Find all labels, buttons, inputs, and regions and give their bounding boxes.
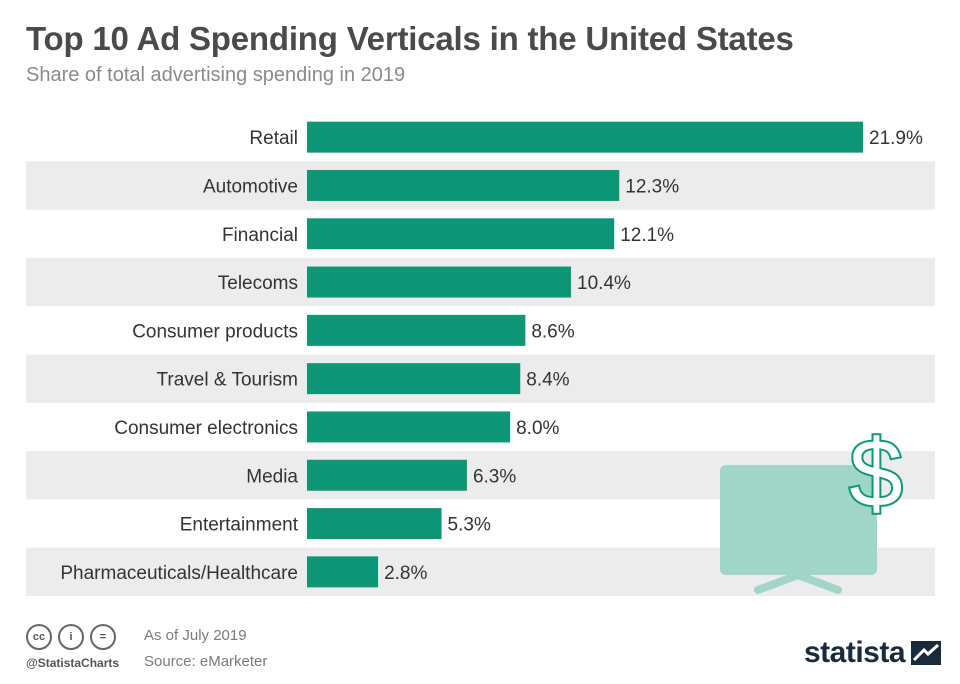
- value-label: 8.0%: [516, 418, 559, 439]
- category-label: Travel & Tourism: [157, 370, 298, 391]
- value-label: 8.6%: [531, 321, 574, 342]
- category-label: Entertainment: [180, 515, 299, 536]
- category-label: Telecoms: [218, 273, 298, 294]
- statista-wordmark: statista: [804, 636, 906, 669]
- category-label: Financial: [222, 225, 298, 246]
- by-icon[interactable]: i: [58, 624, 84, 650]
- license-icons: cc i =: [26, 624, 116, 650]
- bar[interactable]: [307, 459, 467, 491]
- value-label: 2.8%: [384, 563, 427, 584]
- value-label: 6.3%: [473, 466, 516, 487]
- tv-leg-right: [794, 571, 842, 594]
- bar[interactable]: [307, 508, 442, 540]
- bar[interactable]: [307, 266, 572, 298]
- bar-chart: $ Retail 21.9% Automotive 12.3% Financial 12.…: [26, 121, 935, 596]
- tv-leg-left: [754, 571, 802, 594]
- nd-icon[interactable]: =: [90, 624, 116, 650]
- tv-screen: [720, 465, 877, 575]
- chart-title: Top 10 Ad Spending Verticals in the Unit…: [26, 20, 794, 57]
- as-of-date: As of July 2019: [144, 627, 247, 644]
- category-label: Consumer products: [132, 321, 298, 342]
- bar[interactable]: [307, 169, 620, 201]
- category-label: Pharmaceuticals/Healthcare: [60, 563, 298, 584]
- bar[interactable]: [307, 121, 863, 153]
- value-label: 12.1%: [620, 225, 674, 246]
- value-label: 10.4%: [577, 273, 631, 294]
- category-label: Consumer electronics: [114, 418, 298, 439]
- source-note: Source: eMarketer: [144, 653, 268, 670]
- twitter-handle[interactable]: @StatistaCharts: [26, 656, 120, 670]
- statista-logo-icon: [911, 641, 942, 665]
- value-label: 5.3%: [448, 515, 491, 536]
- bars: Retail 21.9% Automotive 12.3% Financial 12.1%…: [60, 121, 923, 588]
- value-label: 8.4%: [526, 370, 569, 391]
- category-label: Retail: [249, 128, 298, 149]
- dollar-icon: $: [849, 420, 902, 527]
- chart-subtitle: Share of total advertising spending in 2…: [26, 64, 406, 86]
- category-label: Media: [246, 466, 298, 487]
- value-label: 21.9%: [869, 128, 923, 149]
- cc-icon[interactable]: cc: [26, 624, 52, 650]
- bar[interactable]: [307, 314, 526, 346]
- bar[interactable]: [307, 363, 521, 395]
- tv-dollar-illustration: $: [720, 418, 905, 594]
- bar[interactable]: [307, 218, 615, 250]
- bar[interactable]: [307, 411, 511, 443]
- category-label: Automotive: [203, 176, 298, 197]
- bar[interactable]: [307, 556, 379, 588]
- value-label: 12.3%: [625, 176, 679, 197]
- statista-logo[interactable]: statista: [804, 636, 942, 670]
